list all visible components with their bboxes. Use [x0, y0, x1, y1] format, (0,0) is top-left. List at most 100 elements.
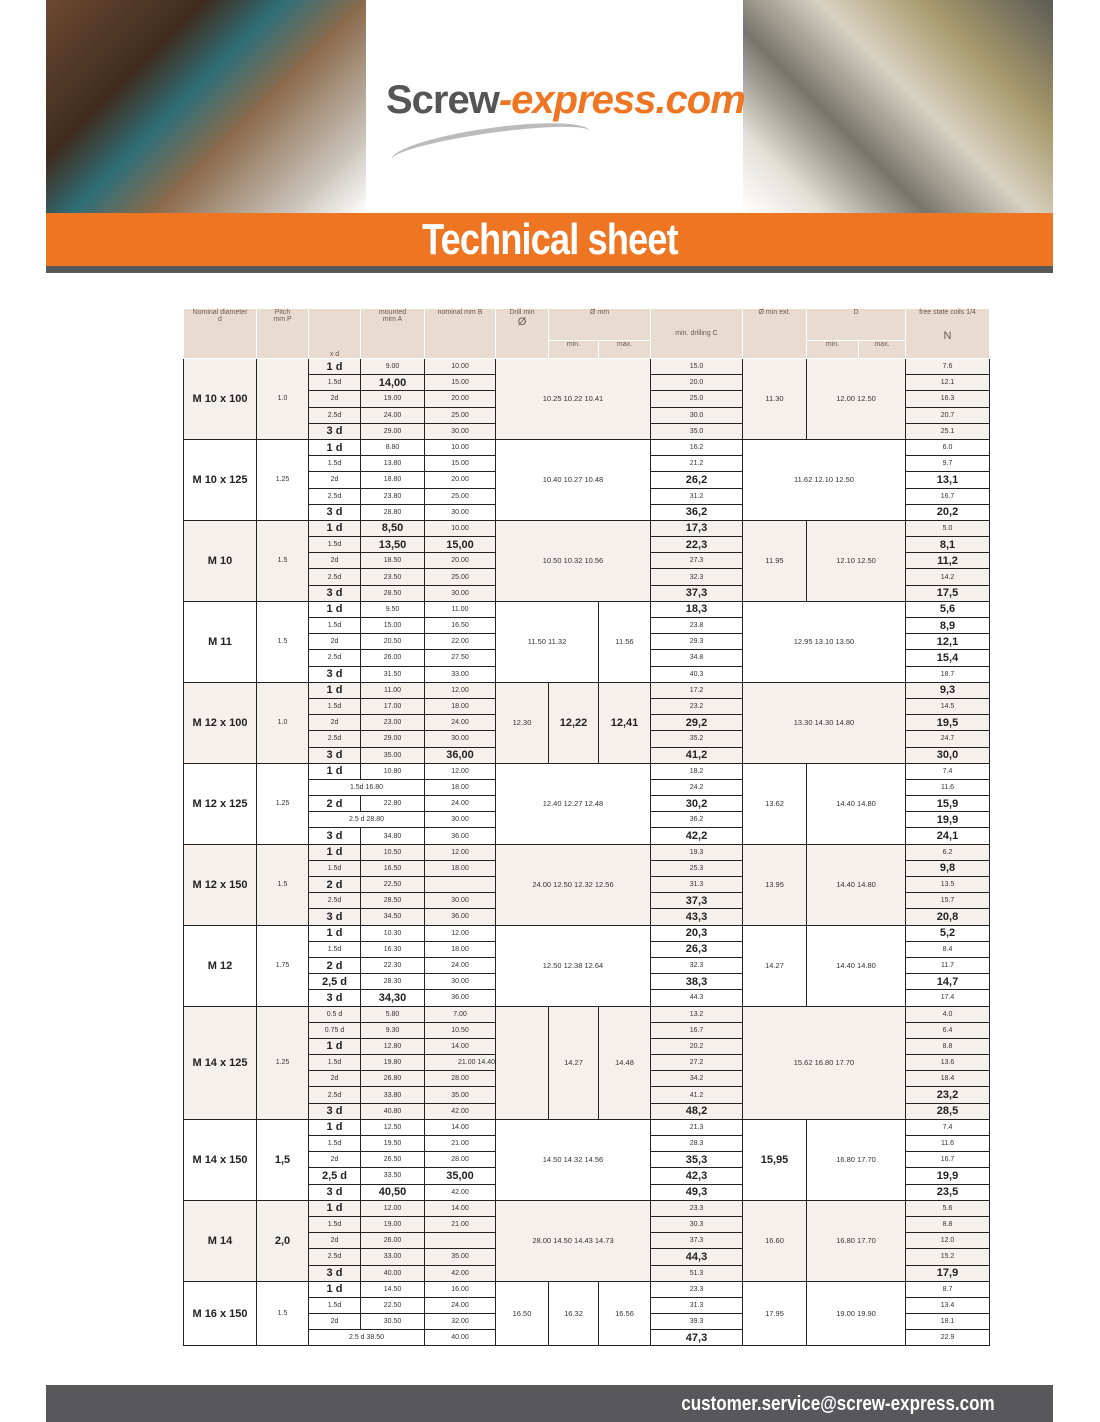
- mounted-length-cell: 34.80: [360, 827, 425, 845]
- drilling-cell: 20.2: [650, 1037, 743, 1056]
- table-row: 2.5d 23.50 25.00 32.3 14.2: [184, 568, 990, 586]
- drilling-cell: 31.3: [650, 1296, 743, 1315]
- mounted-length-cell: 29.00: [360, 422, 425, 440]
- nominal-length-cell: 27.50: [424, 649, 496, 667]
- coils-cell: 17,5: [905, 584, 990, 602]
- drilling-cell: 17,3: [650, 519, 743, 538]
- nominal-length-cell: 42.00: [424, 1183, 496, 1201]
- multiplier-cell: 3 d: [308, 1183, 361, 1201]
- mounted-length-cell: 12.80: [360, 1037, 425, 1056]
- header-pitch: Pitch mm P: [256, 308, 309, 359]
- nominal-length-cell: 36.00: [424, 827, 496, 845]
- coils-cell: 15.2: [905, 1248, 990, 1266]
- coils-cell: 14.2: [905, 568, 990, 586]
- nominal-length-cell: 14.00: [424, 1118, 496, 1137]
- multiplier-cell: 0.5 d: [308, 1005, 361, 1023]
- table-row: 2.5d 26.00 27.50 34.8 15,4: [184, 649, 990, 667]
- mounted-length-cell: 14,00: [360, 374, 425, 392]
- tools-photo: [46, 0, 366, 213]
- multiplier-cell: 2d: [308, 1232, 361, 1250]
- nominal-length-cell: 35.00: [424, 1086, 496, 1104]
- coils-cell: 5.0: [905, 519, 990, 538]
- ext-min-cell: 16.60: [742, 1199, 807, 1282]
- nominal-length-cell: 22.00: [424, 633, 496, 651]
- mounted-length-cell: 9.00: [360, 357, 425, 376]
- nominal-length-cell: 14.00: [424, 1037, 496, 1056]
- table-row: 2.5d 23.80 25.00 31.2 16.7: [184, 487, 990, 505]
- size-cell: M 12 x 150: [183, 843, 257, 926]
- table-row: 1.5d 19.00 21.00 30.3 8.8: [184, 1215, 990, 1234]
- d-range-cell: 14.40 14.80: [806, 924, 906, 1007]
- mounted-length-cell: 9.50: [360, 600, 425, 619]
- mounted-length-cell: 28.50: [360, 584, 425, 602]
- drilling-cell: 36,2: [650, 503, 743, 521]
- multiplier-cell: 1 d: [308, 438, 361, 457]
- multiplier-cell: 2d: [308, 1070, 361, 1088]
- drilling-cell: 20.0: [650, 374, 743, 392]
- drilling-cell: 27.2: [650, 1054, 743, 1072]
- multiplier-cell: 2.5d: [308, 487, 361, 505]
- d-range-cell: 12.10 12.50: [806, 519, 906, 602]
- pitch-cell: 1.25: [256, 762, 309, 845]
- header-length: nominal mm B: [424, 308, 496, 359]
- mounted-length-cell: 30.50: [360, 1313, 425, 1331]
- coils-cell: 23,5: [905, 1183, 990, 1201]
- drilling-cell: 44,3: [650, 1248, 743, 1266]
- coils-cell: 17.4: [905, 989, 990, 1007]
- d-range-cell: 16.80 17.70: [806, 1199, 906, 1282]
- nominal-length-cell: 36,00: [424, 746, 496, 764]
- nominal-length-cell: 16.50: [424, 616, 496, 635]
- multiplier-cell: 1.5d: [308, 859, 361, 878]
- mounted-length-cell: 20.50: [360, 633, 425, 651]
- header-ext: Ø min ext.: [742, 308, 807, 359]
- multiplier-cell: 2 d: [308, 956, 361, 975]
- mounted-length-cell: 28.30: [360, 973, 425, 991]
- mounted-length-cell: 40,50: [360, 1183, 425, 1201]
- nominal-length-cell: 18.00: [424, 778, 496, 797]
- nominal-length-cell: 24.00: [424, 714, 496, 732]
- pitch-cell: 1.5: [256, 843, 309, 926]
- coils-cell: 18.1: [905, 1313, 990, 1331]
- pitch-cell: 1,5: [256, 1118, 309, 1201]
- nominal-length-cell: 25.00: [424, 568, 496, 586]
- drilling-cell: 35.0: [650, 422, 743, 440]
- table-row: 2 d 22.30 24.00 32.3 11.7: [184, 956, 990, 975]
- nominal-length-cell: 24.00: [424, 1296, 496, 1315]
- multiplier-cell: 1 d: [308, 924, 361, 942]
- table-row: 1.5d 19.50 21.00 28.3 11.6: [184, 1134, 990, 1153]
- table-row: M 14 x 125 1.25 0.5 d 5.80 7.00 14.27 14.48 13.…: [183, 1005, 990, 1120]
- table-row: 2,5 d 33.50 35,00 42,3 19,9: [184, 1167, 990, 1185]
- nominal-length-cell: 33.00: [424, 665, 496, 683]
- multiplier-cell: 2 d: [308, 795, 361, 813]
- table-row: 3 d 29.00 30.00 35.0 25.1: [184, 422, 990, 440]
- table-row: 3 d 28.50 30.00 37,3 17,5: [184, 584, 990, 602]
- multiplier-cell: 3 d: [308, 908, 361, 926]
- drilling-cell: 41.2: [650, 1086, 743, 1104]
- contact-email[interactable]: customer.service@screw-express.com: [681, 1393, 995, 1415]
- nominal-length-cell: [424, 875, 496, 894]
- size-cell: M 12: [183, 924, 257, 1007]
- nominal-length-cell: 18.00: [424, 859, 496, 878]
- nominal-length-cell: 35.00: [424, 1248, 496, 1266]
- mounted-length-cell: 28.50: [360, 892, 425, 910]
- logo-swoosh: [389, 114, 593, 177]
- table-row: 2.5 d 28.80 30.00 36.2 19,9: [184, 811, 990, 829]
- drilling-cell: 48,2: [650, 1102, 743, 1120]
- hole-max-cell: 11.56: [598, 600, 651, 683]
- multiplier-cell: 1 d: [308, 1280, 361, 1298]
- header-xd: x d: [308, 308, 361, 359]
- drilling-cell: 31.2: [650, 487, 743, 505]
- multiplier-cell: 1.5d: [308, 940, 361, 958]
- multiplier-cell: 1 d: [308, 1199, 361, 1217]
- coils-cell: 13,1: [905, 471, 990, 489]
- mounted-length-cell: 26.50: [360, 1151, 425, 1169]
- pitch-cell: 1.0: [256, 358, 309, 440]
- drill-hole-range-cell: 10.50 10.32 10.56: [495, 519, 651, 602]
- coils-cell: 22.9: [905, 1329, 990, 1347]
- table-row: M 14 2,0 1 d 12.00 14.00 28.00 14.50 14.43 14…: [183, 1199, 990, 1282]
- coils-cell: 6.0: [905, 438, 990, 457]
- header-nominal: Nominal diameter d: [183, 308, 257, 359]
- logo: Screw-express.com: [386, 78, 746, 123]
- header-min: min.: [548, 340, 599, 359]
- table-row: 1.5d 13.80 15.00 21.2 9.7: [184, 455, 990, 473]
